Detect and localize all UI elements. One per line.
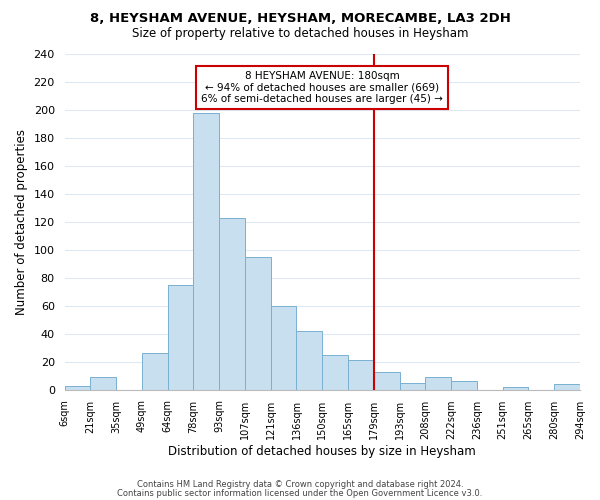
Text: Size of property relative to detached houses in Heysham: Size of property relative to detached ho… (132, 28, 468, 40)
Bar (503, 387, 529, 390)
X-axis label: Distribution of detached houses by size in Heysham: Distribution of detached houses by size … (169, 444, 476, 458)
Bar (322, 355, 348, 390)
Bar (142, 354, 167, 390)
Bar (91, 377, 116, 390)
Bar (245, 257, 271, 390)
Text: 8 HEYSHAM AVENUE: 180sqm
← 94% of detached houses are smaller (669)
6% of semi-d: 8 HEYSHAM AVENUE: 180sqm ← 94% of detach… (202, 71, 443, 104)
Bar (374, 372, 400, 390)
Bar (271, 306, 296, 390)
Bar (554, 384, 580, 390)
Bar (296, 331, 322, 390)
Y-axis label: Number of detached properties: Number of detached properties (15, 129, 28, 315)
Text: Contains public sector information licensed under the Open Government Licence v3: Contains public sector information licen… (118, 488, 482, 498)
Text: Contains HM Land Registry data © Crown copyright and database right 2024.: Contains HM Land Registry data © Crown c… (137, 480, 463, 489)
Bar (425, 377, 451, 390)
Bar (348, 360, 374, 390)
Bar (400, 382, 425, 390)
Bar (193, 113, 219, 390)
Bar (219, 218, 245, 390)
Text: 8, HEYSHAM AVENUE, HEYSHAM, MORECAMBE, LA3 2DH: 8, HEYSHAM AVENUE, HEYSHAM, MORECAMBE, L… (89, 12, 511, 26)
Bar (65, 386, 91, 390)
Bar (451, 382, 477, 390)
Bar (167, 285, 193, 390)
